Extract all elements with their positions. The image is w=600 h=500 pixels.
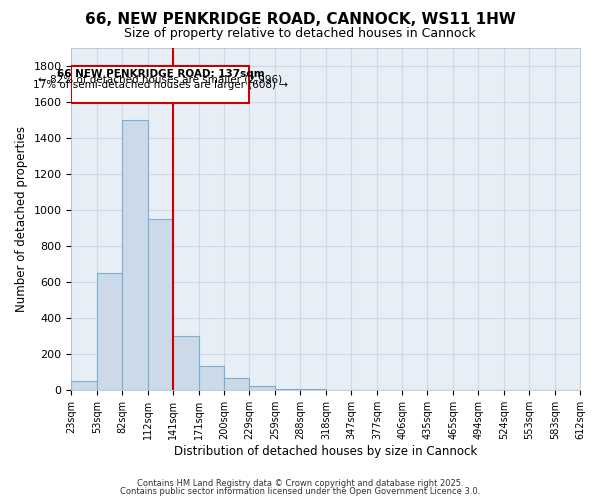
Text: Contains HM Land Registry data © Crown copyright and database right 2025.: Contains HM Land Registry data © Crown c…	[137, 478, 463, 488]
FancyBboxPatch shape	[71, 66, 249, 104]
Bar	[249, 386, 275, 390]
Text: 17% of semi-detached houses are larger (608) →: 17% of semi-detached houses are larger (…	[33, 80, 288, 90]
Bar	[122, 120, 148, 390]
Bar	[71, 381, 97, 390]
Text: 66, NEW PENKRIDGE ROAD, CANNOCK, WS11 1HW: 66, NEW PENKRIDGE ROAD, CANNOCK, WS11 1H…	[85, 12, 515, 28]
Bar	[148, 218, 173, 390]
Text: 66 NEW PENKRIDGE ROAD: 137sqm: 66 NEW PENKRIDGE ROAD: 137sqm	[56, 69, 264, 79]
Bar	[97, 272, 122, 390]
Bar	[275, 389, 300, 390]
Bar	[173, 336, 199, 390]
Text: Size of property relative to detached houses in Cannock: Size of property relative to detached ho…	[124, 28, 476, 40]
Y-axis label: Number of detached properties: Number of detached properties	[15, 126, 28, 312]
Bar	[224, 378, 249, 390]
Text: Contains public sector information licensed under the Open Government Licence 3.: Contains public sector information licen…	[120, 487, 480, 496]
Text: ← 82% of detached houses are smaller (2,996): ← 82% of detached houses are smaller (2,…	[38, 74, 283, 85]
X-axis label: Distribution of detached houses by size in Cannock: Distribution of detached houses by size …	[174, 444, 478, 458]
Bar	[199, 366, 224, 390]
